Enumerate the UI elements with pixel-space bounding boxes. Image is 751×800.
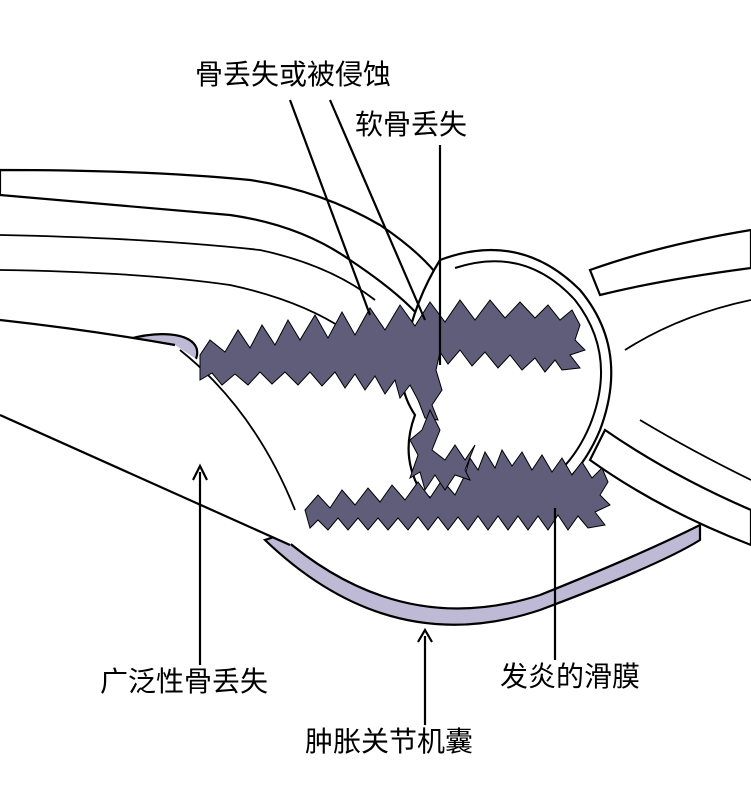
label-bone-loss-or-erosion: 骨丢失或被侵蚀 [195,58,391,92]
swollen-capsule [265,525,700,625]
label-generalized-bone-loss: 广泛性骨丢失 [100,665,268,699]
right-bone-shaft [590,230,751,545]
label-inflamed-synovium: 发炎的滑膜 [500,660,640,694]
label-swollen-joint-capsule: 肿胀关节机囊 [305,725,473,759]
label-cartilage-loss: 软骨丢失 [355,108,467,142]
diagram-container: 骨丢失或被侵蚀 软骨丢失 发炎的滑膜 肿胀关节机囊 广泛性骨丢失 [0,0,751,800]
upper-bone-group [0,170,455,330]
